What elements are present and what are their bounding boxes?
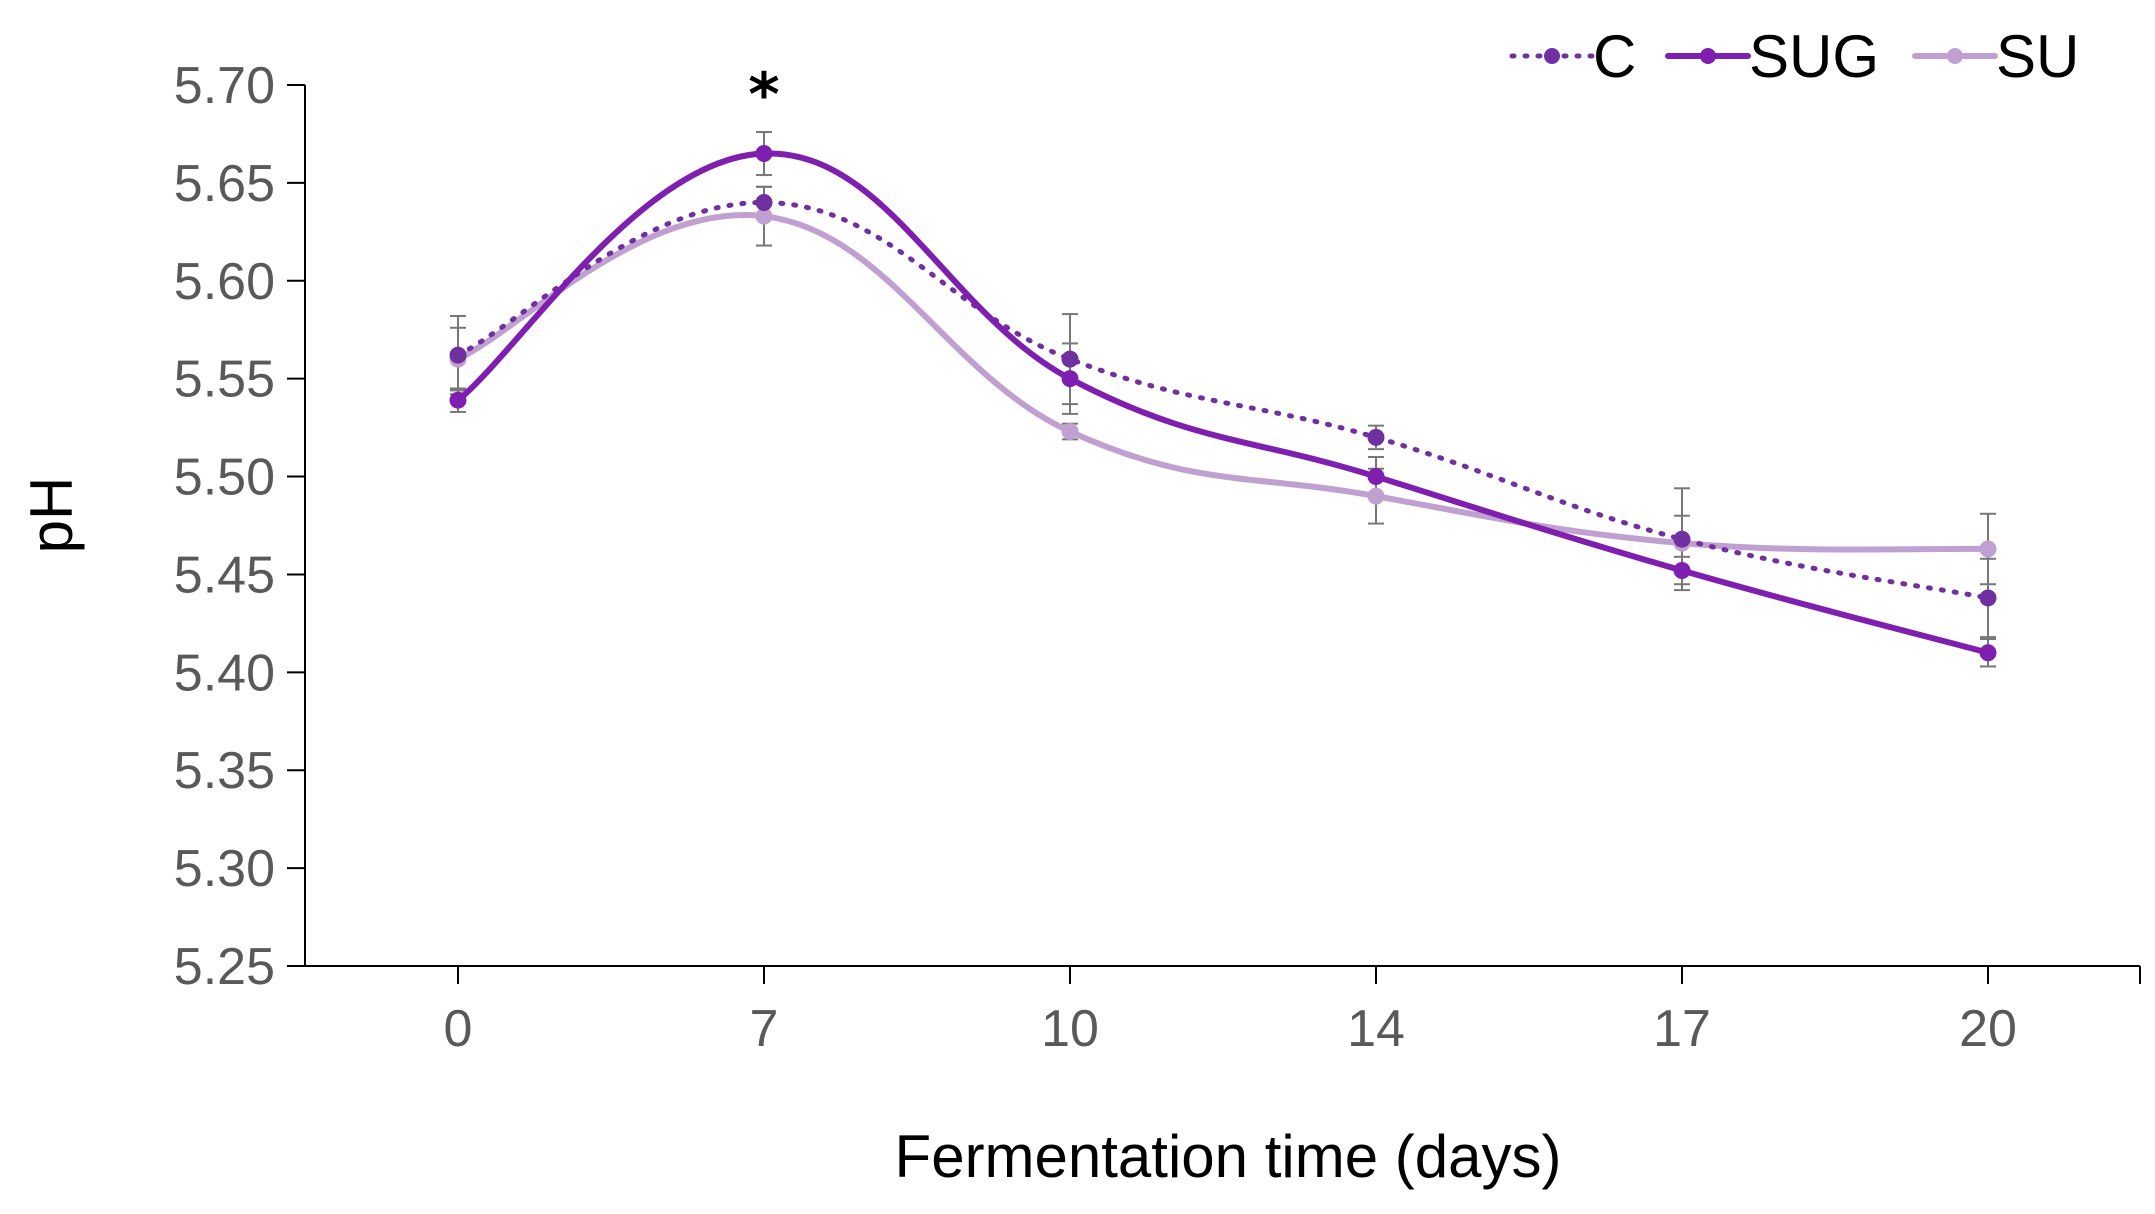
y-tick-label: 5.55	[174, 351, 275, 409]
significance-annotation: *	[748, 60, 779, 130]
x-tick-label: 10	[1041, 1000, 1099, 1058]
data-point-c	[1367, 428, 1385, 446]
legend-item-sug: SUG	[1665, 23, 1879, 90]
data-point-sug	[1367, 468, 1385, 486]
legend-item-c: C	[1509, 23, 1636, 90]
x-tick-label: 14	[1347, 1000, 1405, 1058]
x-tick-label: 20	[1959, 1000, 2017, 1058]
legend-marker-sug	[1700, 48, 1716, 64]
y-tick-label: 5.40	[174, 644, 275, 702]
legend-label-sug: SUG	[1749, 23, 1879, 90]
y-tick-label: 5.70	[174, 57, 275, 115]
data-point-c	[1673, 530, 1691, 548]
data-point-c	[1061, 350, 1079, 368]
data-point-sug	[1673, 562, 1691, 580]
y-tick-label: 5.25	[174, 938, 275, 996]
series-line-su	[455, 212, 1991, 553]
y-tick-label: 5.60	[174, 253, 275, 311]
y-tick-label: 5.30	[174, 840, 275, 898]
data-point-sug	[755, 145, 773, 163]
x-tick-label: 0	[444, 1000, 473, 1058]
legend-label-su: SU	[1996, 23, 2079, 90]
x-axis-title: Fermentation time (days)	[895, 1123, 1562, 1190]
y-tick-label: 5.35	[174, 742, 275, 800]
legend-marker-c	[1544, 48, 1560, 64]
legend-item-su: SU	[1912, 23, 2079, 90]
y-tick-label: 5.65	[174, 155, 275, 213]
data-point-su	[1061, 423, 1079, 441]
series-lines	[455, 150, 1991, 656]
y-tick-label: 5.50	[174, 449, 275, 507]
data-point-c	[755, 193, 773, 211]
legend-marker-su	[1947, 48, 1963, 64]
series-line-sug	[455, 150, 1991, 656]
data-point-su	[1367, 487, 1385, 505]
y-axis-title: pH	[18, 477, 85, 554]
data-point-c	[1979, 589, 1997, 607]
legend: C SUG SU	[1509, 23, 2079, 90]
x-tick-label: 7	[750, 1000, 779, 1058]
data-point-su	[755, 207, 773, 225]
legend-label-c: C	[1593, 23, 1636, 90]
data-point-sug	[449, 391, 467, 409]
x-tick-label: 17	[1653, 1000, 1711, 1058]
data-point-c	[449, 346, 467, 364]
data-point-su	[1979, 540, 1997, 558]
series-markers	[449, 145, 1997, 662]
data-point-sug	[1979, 644, 1997, 662]
y-tick-label: 5.45	[174, 546, 275, 604]
error-bars	[450, 130, 1996, 668]
data-point-sug	[1061, 370, 1079, 388]
axes: 5.25 5.30 5.35 5.40 5.45 5.50 5.55 5.60 5.65 5.70…	[174, 57, 2141, 1058]
series-line-c	[455, 199, 1991, 601]
